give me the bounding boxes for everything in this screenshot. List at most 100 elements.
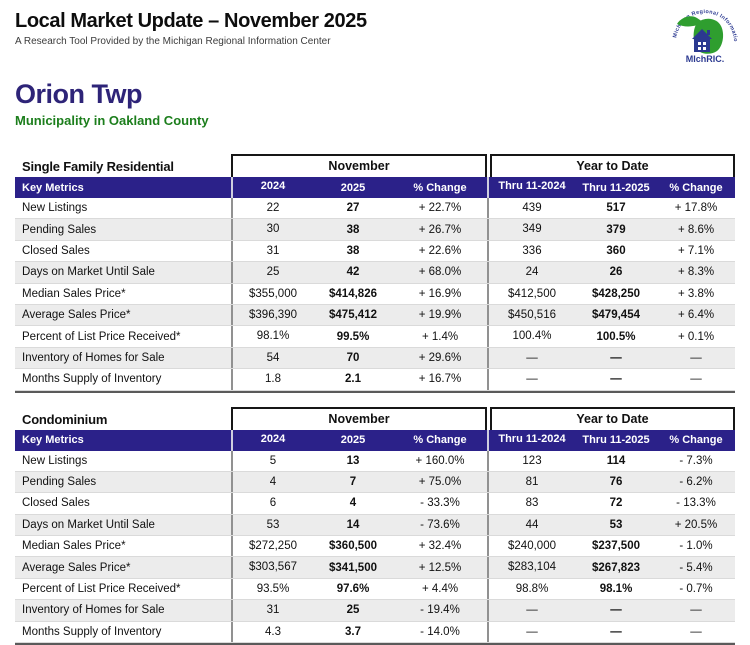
metric-value: 25 [346,604,360,617]
metric-value: $475,412 [329,309,377,322]
metric-value: 98.1% [599,583,633,596]
metric-value: 24 [487,262,575,283]
region-block: Orion Twp Municipality in Oakland County [15,79,735,128]
col-header-thru-2025: Thru 11-2025 [582,181,650,194]
metric-value: $283,104 [487,557,575,578]
metric-value: 27 [346,202,360,215]
metric-value: $240,000 [487,536,575,557]
table-row: Closed Sales 31 38 + 22.6% 336 360 + 7.1% [15,240,735,263]
metric-label: Average Sales Price* [22,309,131,322]
metric-value: 76 [609,476,623,489]
table-row: Inventory of Homes for Sale 31 25 - 19.4% — —… [15,600,735,622]
metric-label: Closed Sales [22,244,90,257]
metric-value: 38 [346,223,360,236]
metric-value: 81 [487,471,575,493]
metric-value: 2.1 [345,373,361,386]
metric-value: + 29.6% [418,351,462,364]
table-row: Percent of List Price Received* 98.1% 99.5… [15,326,735,348]
metric-value: $412,500 [487,283,575,304]
section-title: Single Family Residential [22,159,174,174]
column-header-band: Key Metrics 2024 2025 % Change Thru 11-2… [15,429,735,451]
metric-value: $396,390 [231,304,313,326]
metric-value: - 13.3% [676,497,716,510]
metric-value: — [690,373,702,386]
metric-value: 70 [346,351,360,364]
metric-value: 97.6% [336,583,370,596]
metric-value: - 33.3% [420,497,460,510]
metric-value: - 0.7% [679,583,713,596]
metric-value: 22 [231,198,313,219]
region-name: Orion Twp [15,79,142,109]
metric-value: + 16.7% [418,373,462,386]
key-metrics-header: Key Metrics [22,434,84,447]
table-row: Days on Market Until Sale 53 14 - 73.6% 44 53… [15,514,735,537]
metric-value: - 6.2% [679,476,713,489]
metric-value: 4.3 [231,621,313,643]
metric-value: 83 [487,493,575,514]
metric-value: + 19.9% [418,309,462,322]
metric-value: $360,500 [329,540,377,553]
table-body: New Listings 5 13 + 160.0% 123 114 - 7.3% Pendi… [15,450,735,644]
table-row: Average Sales Price* $396,390 $475,412 + 19… [15,304,735,327]
metric-value: + 16.9% [418,287,462,300]
metric-value: 26 [609,266,623,279]
metric-value: + 7.1% [677,244,715,257]
region-subtitle: Municipality in Oakland County [15,113,209,128]
page-subtitle: A Research Tool Provided by the Michigan… [15,36,331,47]
table-row: New Listings 22 27 + 22.7% 439 517 + 17.8% [15,198,735,220]
metric-value: — [610,625,622,638]
metric-label: New Listings [22,202,88,215]
metric-value: 99.5% [336,330,370,343]
metric-label: Inventory of Homes for Sale [22,351,165,364]
metric-value: 4 [349,497,357,510]
metric-value: $428,250 [592,287,640,300]
metric-value: + 160.0% [415,454,465,467]
metric-value: $237,500 [592,540,640,553]
michric-logo: Michigan Regional Information Center MIc… [663,2,747,64]
metric-value: + 17.8% [674,202,718,215]
section-title: Condominium [22,411,108,427]
metric-label: Months Supply of Inventory [22,625,162,638]
metric-value: $303,567 [231,557,313,578]
metric-value: $450,516 [487,304,575,326]
metric-value: 54 [231,347,313,369]
metric-value: + 3.8% [677,287,715,300]
metric-value: + 20.5% [674,518,718,531]
table-group-header: Single Family Residential November Year … [15,154,735,177]
metric-value: + 22.7% [418,202,462,215]
table-row: Pending Sales 4 7 + 75.0% 81 76 - 6.2% [15,471,735,494]
metric-value: — [690,604,702,617]
metric-value: 98.1% [231,326,313,347]
metric-value: — [610,351,622,364]
metric-value: 349 [487,219,575,240]
month-group-header: November [231,154,487,177]
metric-value: 517 [606,202,626,215]
metric-value: 6 [231,493,313,514]
col-header-2025: 2025 [340,434,366,447]
metric-value: 1.8 [231,369,313,390]
metric-value: 7 [349,476,357,489]
metric-label: Closed Sales [22,497,90,510]
col-header-thru-2024: Thru 11-2024 [487,177,575,198]
metric-value: 42 [346,266,360,279]
metric-value: + 4.4% [421,583,459,596]
metric-label: Median Sales Price* [22,287,126,300]
metric-value: 439 [487,198,575,219]
metric-value: 360 [606,244,626,257]
metric-label: New Listings [22,454,88,467]
metric-value: $341,500 [329,561,377,574]
metric-value: + 1.4% [421,330,459,343]
metric-label: Percent of List Price Received* [22,330,181,343]
metric-value: + 68.0% [418,266,462,279]
metric-value: $479,454 [592,309,640,322]
metric-value: $355,000 [231,283,313,304]
col-header-thru-2025: Thru 11-2025 [582,434,650,447]
metric-value: $267,823 [592,561,640,574]
col-header-ytd-pct-change: % Change [669,434,723,447]
metric-value: + 22.6% [418,244,462,257]
metric-value: + 12.5% [418,561,462,574]
metric-value: 98.8% [487,578,575,600]
metric-value: $272,250 [231,536,313,557]
metric-value: + 0.1% [677,330,715,343]
